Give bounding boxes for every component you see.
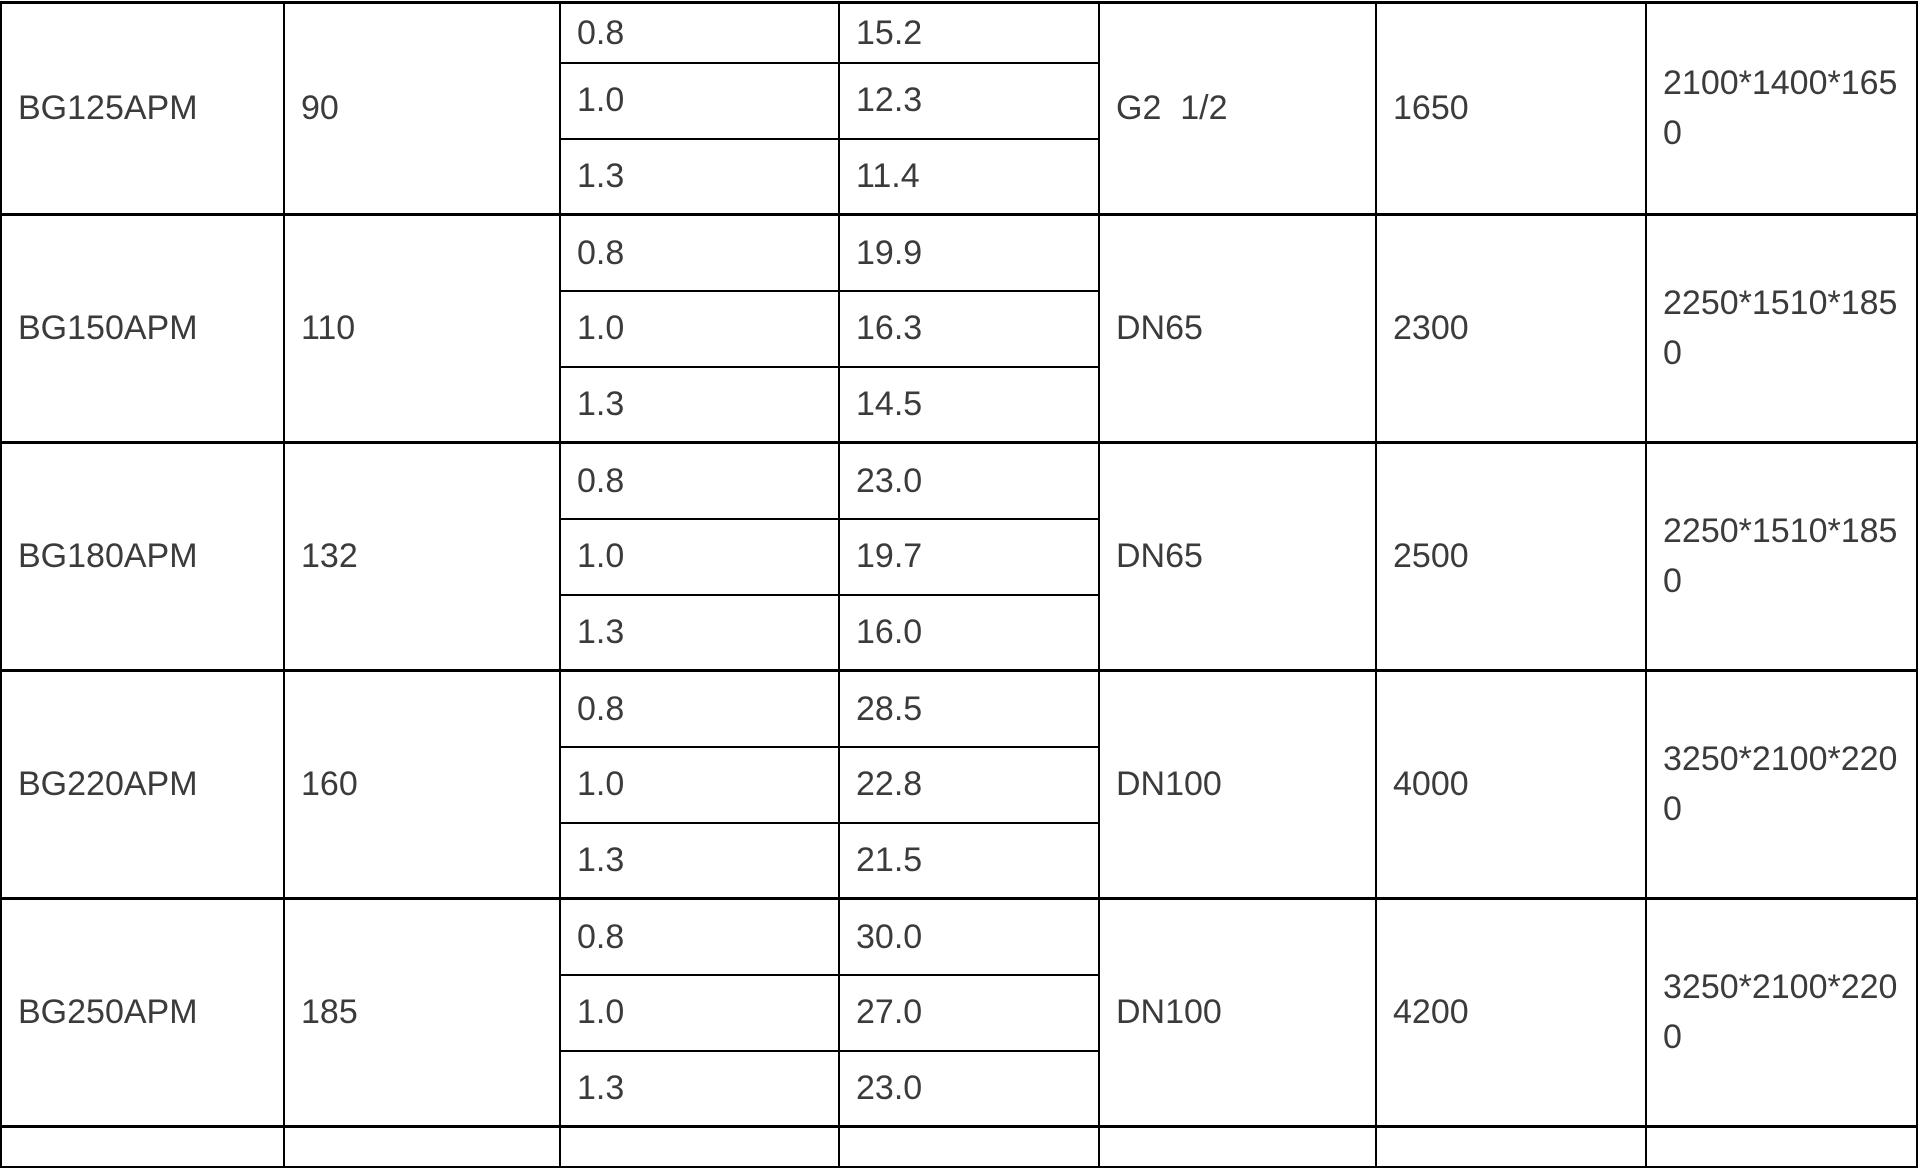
capacity-cell: 11.4 bbox=[838, 137, 1100, 216]
dimensions-cell bbox=[1645, 1125, 1918, 1168]
pressure-cell bbox=[559, 1125, 840, 1168]
power-cell bbox=[283, 1125, 561, 1168]
dimensions-cell: 3250*2100*2200 bbox=[1645, 897, 1918, 1128]
dimensions-cell: 2250*1510*1850 bbox=[1645, 441, 1918, 672]
model-cell: BG125APM bbox=[0, 1, 285, 216]
pressure-cell: 1.0 bbox=[559, 61, 840, 140]
connection-cell: DN65 bbox=[1098, 441, 1377, 672]
table-row: 1.3 23.0 bbox=[1, 1049, 1917, 1128]
pressure-cell: 1.0 bbox=[559, 745, 840, 824]
table-row: 1.3 16.0 bbox=[1, 593, 1917, 672]
power-cell: 160 bbox=[283, 669, 561, 900]
dimensions-cell: 3250*2100*2200 bbox=[1645, 669, 1918, 900]
capacity-cell: 16.3 bbox=[838, 289, 1100, 368]
weight-cell: 1650 bbox=[1375, 1, 1647, 216]
model-cell: BG250APM bbox=[0, 897, 285, 1128]
capacity-cell: 19.7 bbox=[838, 517, 1100, 596]
table-row: BG220APM 160 0.8 28.5 DN100 4000 3250*21… bbox=[0, 669, 1918, 900]
table-row: BG150APM 110 0.8 19.9 DN65 2300 2250*151… bbox=[0, 213, 1918, 444]
pressure-cell: 1.3 bbox=[559, 365, 840, 444]
table-row: 1.3 11.4 bbox=[1, 137, 1917, 216]
power-cell: 110 bbox=[283, 213, 561, 444]
table-row: BG250APM 185 0.8 30.0 DN100 4200 3250*21… bbox=[0, 897, 1918, 1128]
pressure-cell: 1.0 bbox=[559, 289, 840, 368]
table-row: 1.0 22.8 bbox=[1, 745, 1917, 824]
weight-cell: 2500 bbox=[1375, 441, 1647, 672]
capacity-cell: 23.0 bbox=[838, 1049, 1100, 1128]
pressure-cell: 1.3 bbox=[559, 1049, 840, 1128]
model-cell: BG150APM bbox=[0, 213, 285, 444]
capacity-cell: 14.5 bbox=[838, 365, 1100, 444]
connection-cell: DN100 bbox=[1098, 897, 1377, 1128]
connection-cell: DN65 bbox=[1098, 213, 1377, 444]
connection-cell: DN100 bbox=[1098, 669, 1377, 900]
capacity-cell bbox=[838, 1125, 1100, 1168]
pressure-cell: 1.3 bbox=[559, 593, 840, 672]
weight-cell: 4000 bbox=[1375, 669, 1647, 900]
pressure-cell: 1.3 bbox=[559, 821, 840, 900]
pressure-cell: 0.8 bbox=[559, 669, 840, 748]
capacity-cell: 28.5 bbox=[838, 669, 1100, 748]
weight-cell: 4200 bbox=[1375, 897, 1647, 1128]
pressure-cell: 0.8 bbox=[559, 897, 840, 976]
capacity-cell: 22.8 bbox=[838, 745, 1100, 824]
pressure-cell: 1.0 bbox=[559, 517, 840, 596]
table-row bbox=[0, 1125, 1918, 1168]
table-row: 1.0 12.3 bbox=[1, 61, 1917, 140]
dimensions-cell: 2250*1510*1850 bbox=[1645, 213, 1918, 444]
model-cell: BG180APM bbox=[0, 441, 285, 672]
model-cell bbox=[0, 1125, 285, 1168]
pressure-cell: 0.8 bbox=[559, 441, 840, 520]
capacity-cell: 16.0 bbox=[838, 593, 1100, 672]
capacity-cell: 27.0 bbox=[838, 973, 1100, 1052]
power-cell: 185 bbox=[283, 897, 561, 1128]
connection-cell bbox=[1098, 1125, 1377, 1168]
capacity-cell: 15.2 bbox=[838, 1, 1100, 64]
capacity-cell: 23.0 bbox=[838, 441, 1100, 520]
table-row: 1.0 19.7 bbox=[1, 517, 1917, 596]
pressure-cell: 1.3 bbox=[559, 137, 840, 216]
dimensions-cell: 2100*1400*1650 bbox=[1645, 1, 1918, 216]
table-row: 1.0 16.3 bbox=[1, 289, 1917, 368]
power-cell: 90 bbox=[283, 1, 561, 216]
pressure-cell: 0.8 bbox=[559, 1, 840, 64]
power-cell: 132 bbox=[283, 441, 561, 672]
pressure-cell: 1.0 bbox=[559, 973, 840, 1052]
table-row: 1.3 14.5 bbox=[1, 365, 1917, 444]
model-cell: BG220APM bbox=[0, 669, 285, 900]
table-row: BG125APM 90 0.8 15.2 G2 1/2 1650 2100*14… bbox=[0, 1, 1918, 216]
table-row: 1.0 27.0 bbox=[1, 973, 1917, 1052]
connection-cell: G2 1/2 bbox=[1098, 1, 1377, 216]
table-row: BG180APM 132 0.8 23.0 DN65 2500 2250*151… bbox=[0, 441, 1918, 672]
weight-cell bbox=[1375, 1125, 1647, 1168]
table-row: 1.3 21.5 bbox=[1, 821, 1917, 900]
capacity-cell: 19.9 bbox=[838, 213, 1100, 292]
capacity-cell: 30.0 bbox=[838, 897, 1100, 976]
capacity-cell: 12.3 bbox=[838, 61, 1100, 140]
weight-cell: 2300 bbox=[1375, 213, 1647, 444]
pressure-cell: 0.8 bbox=[559, 213, 840, 292]
capacity-cell: 21.5 bbox=[838, 821, 1100, 900]
